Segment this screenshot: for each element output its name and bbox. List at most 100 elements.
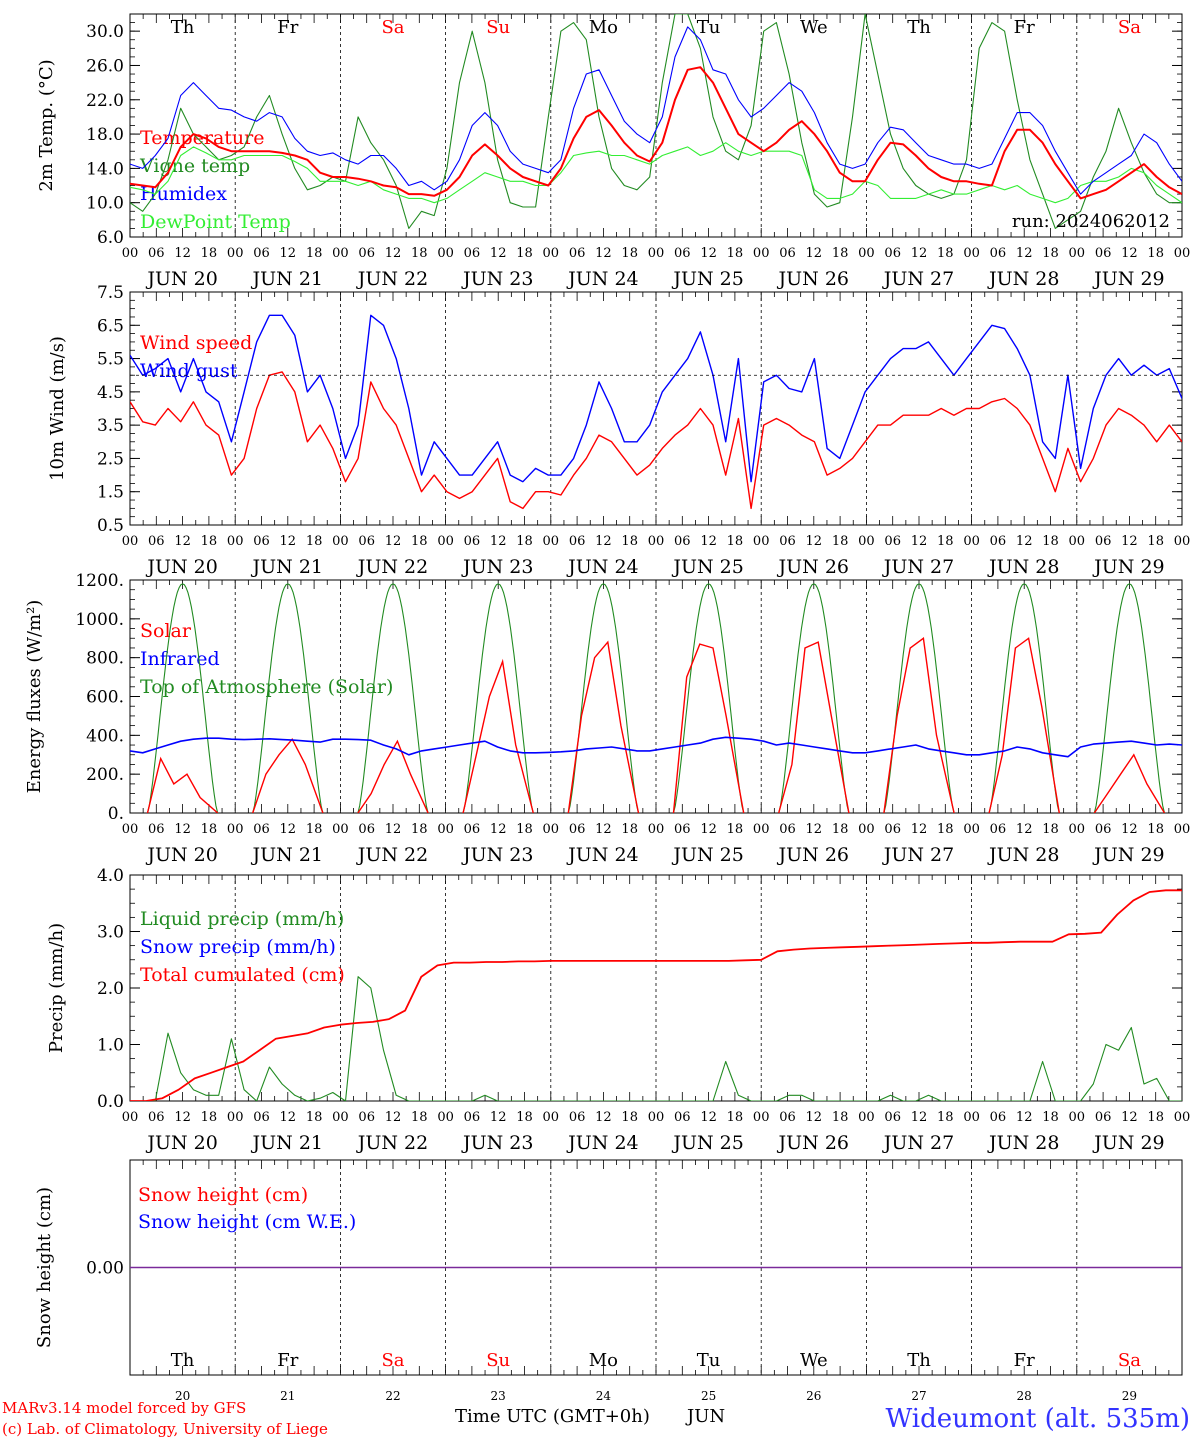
weekday-label: Su [486,1350,510,1371]
hour-tick-label: 06 [569,1110,586,1125]
date-label: JUN 24 [566,844,638,866]
hour-tick-label: 18 [937,246,954,261]
y-tick-label: 1.0 [97,1036,124,1056]
weekday-label: Fr [1014,17,1035,38]
series-top-of-atmosphere-solar [672,583,745,813]
y-axis-label: Energy fluxes (W/m²) [24,600,45,794]
hour-tick-label: 12 [1016,534,1033,549]
date-label: JUN 29 [1092,1132,1164,1154]
y-tick-label: 4.5 [97,383,124,403]
weekday-label: Fr [277,1350,298,1371]
series-top-of-atmosphere-solar [252,583,324,813]
series-solar [672,643,745,813]
hour-tick-label: 12 [595,246,612,261]
hour-tick-label: 06 [990,1110,1007,1125]
series-solar [988,637,1060,813]
hour-tick-label: 00 [1069,1110,1086,1125]
hour-tick-label: 12 [595,822,612,837]
hour-tick-label: 18 [516,822,533,837]
y-tick-label: 4.0 [97,866,124,886]
date-label: JUN 29 [1092,268,1164,290]
hour-tick-label: 12 [1016,822,1033,837]
series-top-of-atmosphere-solar [462,583,534,813]
weekday-label: Th [171,17,195,38]
hour-tick-label: 06 [148,534,165,549]
hour-tick-label: 06 [253,534,270,549]
hour-tick-label: 06 [358,822,375,837]
y-tick-label: 18.0 [86,125,124,145]
y-tick-label: 26.0 [86,56,124,76]
hour-tick-label: 18 [411,822,428,837]
weekday-label: We [800,1350,828,1371]
hour-tick-label: 06 [569,246,586,261]
date-label: JUN 25 [671,268,743,290]
date-label: JUN 23 [461,1132,533,1154]
hour-tick-label: 18 [1042,822,1059,837]
hour-tick-label: 12 [490,1110,507,1125]
footer-credit-line2: (c) Lab. of Climatology, University of L… [2,1420,328,1438]
legend-entry: Vigne temp [139,155,250,177]
weekday-label: Th [907,17,931,38]
hour-tick-label: 18 [937,822,954,837]
date-label: JUN 20 [145,268,217,290]
date-label: JUN 27 [882,556,954,578]
hour-tick-label: 06 [358,534,375,549]
y-axis-label: Precip (mm/h) [46,923,67,1053]
panel-3: 0. 200. 400. 600. 800. 1000. 1200. Energy fluxe… [24,571,1190,866]
hour-tick-label: 06 [358,246,375,261]
y-tick-label: 5.5 [97,350,124,370]
hour-tick-label: 12 [806,534,823,549]
y-tick-label: 30.0 [86,22,124,42]
hour-tick-label: 00 [332,822,349,837]
series-solar [462,658,534,813]
hour-tick-label: 00 [543,534,560,549]
hour-tick-label: 00 [753,534,770,549]
hour-tick-label: 00 [963,534,980,549]
hour-tick-label: 00 [122,1110,139,1125]
legend-entry: Wind speed [140,332,252,354]
y-tick-label: 22.0 [86,91,124,111]
hour-tick-label: 00 [227,822,244,837]
weekday-label: Tu [697,17,721,38]
y-tick-label: 1.5 [97,483,124,503]
hour-tick-label: 18 [727,534,744,549]
series-dewpoint-temp [130,142,1182,204]
series-total-cumulated [130,889,1182,1101]
date-label: JUN 21 [251,556,323,578]
weekday-label: Fr [1014,1350,1035,1371]
hour-tick-label: 06 [148,1110,165,1125]
hour-tick-label: 18 [727,822,744,837]
hour-tick-label: 06 [884,534,901,549]
weekday-label: Th [171,1350,195,1371]
y-tick-label: 2.5 [97,449,124,469]
day-number-label: 23 [491,1389,506,1403]
hour-tick-label: 12 [806,246,823,261]
x-axis-month: JUN [685,1406,725,1427]
series-temperature [130,66,1182,200]
hour-tick-label: 12 [385,822,402,837]
hour-tick-label: 00 [437,534,454,549]
run-annotation: run: 2024062012 [1012,211,1170,232]
date-label: JUN 27 [882,268,954,290]
hour-tick-label: 18 [937,1110,954,1125]
legend-entry: Humidex [140,183,227,205]
date-label: JUN 23 [461,556,533,578]
hour-tick-label: 06 [1095,534,1112,549]
hour-tick-label: 00 [963,1110,980,1125]
day-number-label: 27 [911,1389,926,1403]
hour-tick-label: 00 [227,534,244,549]
hour-tick-label: 06 [779,1110,796,1125]
hour-tick-label: 00 [122,246,139,261]
hour-tick-label: 12 [806,822,823,837]
legend-entry: Infrared [140,648,220,670]
day-number-label: 29 [1122,1389,1137,1403]
legend-entry: Liquid precip (mm/h) [140,908,344,930]
hour-tick-label: 06 [884,822,901,837]
hour-tick-label: 06 [779,822,796,837]
hour-tick-label: 18 [1147,534,1164,549]
hour-tick-label: 18 [201,534,218,549]
legend-entry: Total cumulated (cm) [140,964,345,986]
legend-entry: DewPoint Temp [140,211,291,233]
date-label: JUN 26 [777,556,849,578]
